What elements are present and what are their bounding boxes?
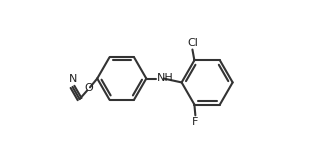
- Text: Cl: Cl: [187, 38, 198, 48]
- Text: O: O: [85, 83, 93, 93]
- Text: F: F: [192, 117, 199, 127]
- Text: NH: NH: [157, 73, 174, 83]
- Text: N: N: [68, 74, 77, 84]
